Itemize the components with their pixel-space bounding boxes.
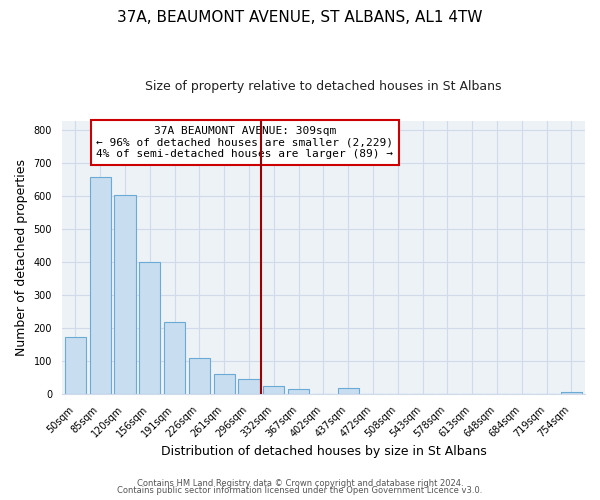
Bar <box>189 358 210 395</box>
Bar <box>263 386 284 394</box>
Bar <box>139 262 160 394</box>
Bar <box>561 392 582 394</box>
Bar <box>164 322 185 394</box>
Bar <box>89 176 111 394</box>
Title: Size of property relative to detached houses in St Albans: Size of property relative to detached ho… <box>145 80 502 93</box>
Bar <box>288 390 309 394</box>
Bar <box>214 374 235 394</box>
X-axis label: Distribution of detached houses by size in St Albans: Distribution of detached houses by size … <box>161 444 486 458</box>
Text: 37A, BEAUMONT AVENUE, ST ALBANS, AL1 4TW: 37A, BEAUMONT AVENUE, ST ALBANS, AL1 4TW <box>117 10 483 25</box>
Text: Contains HM Land Registry data © Crown copyright and database right 2024.: Contains HM Land Registry data © Crown c… <box>137 478 463 488</box>
Text: 37A BEAUMONT AVENUE: 309sqm
← 96% of detached houses are smaller (2,229)
4% of s: 37A BEAUMONT AVENUE: 309sqm ← 96% of det… <box>97 126 394 159</box>
Bar <box>115 195 136 394</box>
Bar <box>238 380 260 394</box>
Text: Contains public sector information licensed under the Open Government Licence v3: Contains public sector information licen… <box>118 486 482 495</box>
Bar <box>65 336 86 394</box>
Bar <box>338 388 359 394</box>
Y-axis label: Number of detached properties: Number of detached properties <box>15 159 28 356</box>
